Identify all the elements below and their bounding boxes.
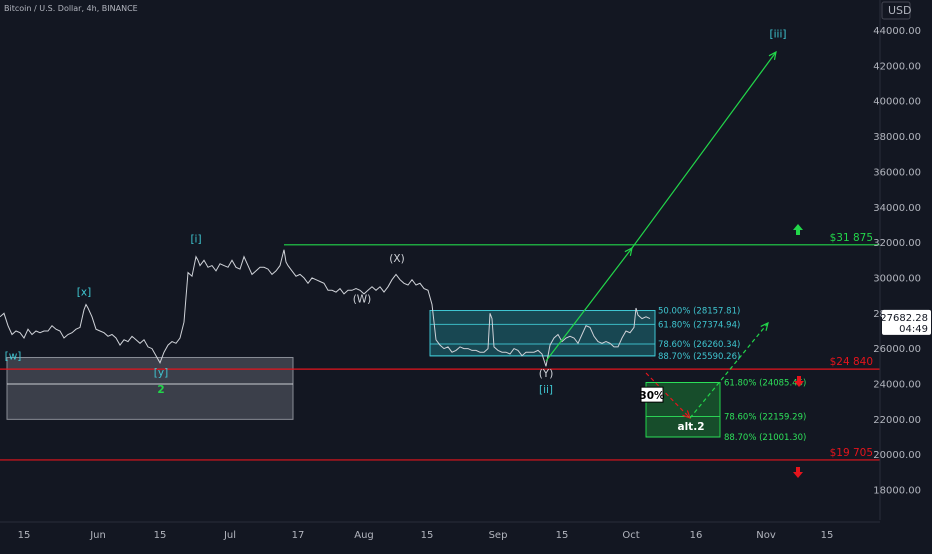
probability-badge-box [640,386,664,403]
zone-box [429,310,656,357]
currency-badge[interactable]: USD [888,4,912,17]
price-tick-label: 18000.00 [873,486,921,497]
fib-label: 88.70% (25590.26) [658,352,740,362]
fib-label: 78.60% (26260.34) [658,340,740,350]
key-level-label: $24 840 [830,356,873,368]
fib-label: 61.80% (24085.45) [724,378,806,388]
time-tick-label: 15 [821,530,834,541]
current-price-badge-box[interactable] [882,309,931,335]
price-tick-label: 42000.00 [873,61,921,72]
price-tick-label: 20000.00 [873,450,921,461]
level-markers-layer [793,224,804,478]
wave-label: (W) [353,294,372,306]
time-tick-label: Jul [223,530,236,541]
price-axis[interactable]: 44000.00 42000.00 40000.00 38000.00 36000.00… [873,26,931,497]
price-tick-label: 38000.00 [873,132,921,143]
price-tick-label: 36000.00 [873,167,921,178]
wave-label: alt.2 [678,421,705,433]
time-tick-label: 15 [154,530,167,541]
wave-label: [w] [5,350,22,362]
wave-label: [y] [154,367,168,379]
projection-arrows-layer [545,50,777,420]
price-line [0,249,651,367]
wave-label: [ii] [539,384,553,396]
currency-badge-box[interactable] [881,1,911,20]
projection-arrow [545,247,633,362]
time-tick-label: 16 [690,530,703,541]
levels-layer: $31 875 $24 840 $19 705 [0,232,880,461]
fib-label: 50.00% (28157.81) [658,307,740,317]
price-tick-label: 34000.00 [873,203,921,214]
wave-label: [x] [77,287,91,299]
symbol-title: Bitcoin / U.S. Dollar, 4h, BINANCE [4,4,138,13]
price-tick-label: 26000.00 [873,344,921,355]
wave-label: (Y) [539,368,554,380]
current-price-badge[interactable]: 27682.28 [880,313,928,324]
price-tick-label: 24000.00 [873,380,921,391]
up-arrow-icon [793,224,803,235]
time-tick-label: Nov [756,530,776,541]
projection-arrow-dashed [645,372,691,419]
time-tick-label: 15 [18,530,31,541]
time-tick-label: Aug [354,530,374,541]
wave-labels-layer: [w] [x] [y] 2 [i] (W) (X) (Y) [ii] [iii] alt.2 30% [5,29,787,433]
projection-arrow-dashed-head [760,321,769,331]
time-tick-label: Jun [89,530,106,541]
time-tick-label: 15 [556,530,569,541]
wave-label: (X) [389,253,404,265]
time-tick-label: Oct [622,530,639,541]
price-layer [0,249,651,367]
zone-box [6,356,294,420]
price-tick-label: 22000.00 [873,415,921,426]
wave-label: [iii] [770,29,787,41]
fib-label: 88.70% (21001.30) [724,433,806,443]
price-tick-label: 40000.00 [873,97,921,108]
key-level-label: $19 705 [830,447,873,459]
time-tick-label: 17 [292,530,305,541]
fib-label: 78.60% (22159.29) [724,413,806,423]
wave-label: [i] [190,234,201,246]
price-tick-label: 44000.00 [873,26,921,37]
candle-countdown[interactable]: 04:49 [899,324,928,335]
projection-arrow-head [768,50,777,60]
projection-arrow [631,51,777,249]
zones-layer [6,310,721,438]
time-axis[interactable]: 15 Jun 15 Jul 17 Aug 15 Sep 15 Oct 16 Nov 15 [18,530,834,541]
fib-label: 61.80% (27374.94) [658,320,740,330]
price-tick-label: 30000.00 [873,273,921,284]
down-arrow-icon [793,467,803,478]
down-arrow-icon [794,376,804,387]
key-level-label: $31 875 [830,232,873,244]
time-tick-label: Sep [489,530,508,541]
wave-label: 2 [157,384,164,396]
probability-badge: 30% [639,390,665,402]
fib-labels-layer: 50.00% (28157.81) 61.80% (27374.94) 78.60%… [658,307,806,443]
price-tick-label: 32000.00 [873,238,921,249]
time-tick-label: 15 [421,530,434,541]
